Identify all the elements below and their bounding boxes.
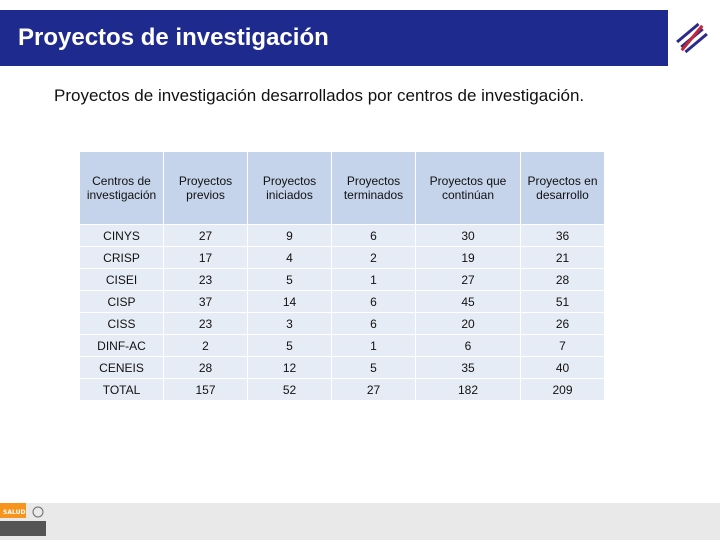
table-row: CISS 23 3 6 20 26 [79, 312, 605, 335]
center-name-cell: TOTAL [79, 378, 164, 401]
value-cell: 51 [520, 290, 605, 313]
value-cell: 45 [415, 290, 521, 313]
center-name-cell: CISS [79, 312, 164, 335]
value-cell: 26 [520, 312, 605, 335]
column-header: Proyectos que continúan [415, 151, 521, 225]
center-name-cell: CINYS [79, 224, 164, 247]
center-name-cell: CISP [79, 290, 164, 313]
value-cell: 37 [163, 290, 248, 313]
value-cell: 27 [331, 378, 416, 401]
value-cell: 30 [415, 224, 521, 247]
center-name-cell: CENEIS [79, 356, 164, 379]
table-header-row: Centros de investigación Proyectos previo… [79, 151, 605, 225]
center-name-cell: CISEI [79, 268, 164, 291]
value-cell: 14 [247, 290, 332, 313]
column-header: Proyectos previos [163, 151, 248, 225]
value-cell: 9 [247, 224, 332, 247]
table-row: CRISP 17 4 2 19 21 [79, 246, 605, 269]
table-row: CISEI 23 5 1 27 28 [79, 268, 605, 291]
title-bar: Proyectos de investigación [0, 10, 668, 66]
value-cell: 2 [163, 334, 248, 357]
value-cell: 209 [520, 378, 605, 401]
value-cell: 12 [247, 356, 332, 379]
value-cell: 20 [415, 312, 521, 335]
value-cell: 6 [415, 334, 521, 357]
value-cell: 23 [163, 268, 248, 291]
value-cell: 52 [247, 378, 332, 401]
center-name-cell: CRISP [79, 246, 164, 269]
table-row: DINF-AC 2 5 1 6 7 [79, 334, 605, 357]
value-cell: 182 [415, 378, 521, 401]
value-cell: 21 [520, 246, 605, 269]
footer-strip [0, 503, 720, 540]
value-cell: 28 [520, 268, 605, 291]
value-cell: 157 [163, 378, 248, 401]
salud-logo: SALUD [0, 503, 46, 536]
value-cell: 5 [247, 268, 332, 291]
value-cell: 6 [331, 312, 416, 335]
salud-logo-label: SALUD [3, 509, 25, 516]
value-cell: 1 [331, 268, 416, 291]
subtitle: Proyectos de investigación desarrollados… [54, 86, 585, 105]
table-row: CINYS 27 9 6 30 36 [79, 224, 605, 247]
institution-logo-icon [676, 22, 708, 54]
value-cell: 3 [247, 312, 332, 335]
table-row: CENEIS 28 12 5 35 40 [79, 356, 605, 379]
value-cell: 23 [163, 312, 248, 335]
value-cell: 2 [331, 246, 416, 269]
value-cell: 27 [415, 268, 521, 291]
value-cell: 1 [331, 334, 416, 357]
center-name-cell: DINF-AC [79, 334, 164, 357]
table-row: TOTAL 157 52 27 182 209 [79, 378, 605, 401]
value-cell: 40 [520, 356, 605, 379]
value-cell: 5 [247, 334, 332, 357]
value-cell: 28 [163, 356, 248, 379]
column-header: Proyectos iniciados [247, 151, 332, 225]
value-cell: 6 [331, 224, 416, 247]
value-cell: 35 [415, 356, 521, 379]
value-cell: 36 [520, 224, 605, 247]
column-header: Centros de investigación [79, 151, 164, 225]
value-cell: 4 [247, 246, 332, 269]
value-cell: 17 [163, 246, 248, 269]
value-cell: 7 [520, 334, 605, 357]
value-cell: 27 [163, 224, 248, 247]
value-cell: 6 [331, 290, 416, 313]
value-cell: 19 [415, 246, 521, 269]
page-title: Proyectos de investigación [18, 24, 329, 51]
value-cell: 5 [331, 356, 416, 379]
table-row: CISP 37 14 6 45 51 [79, 290, 605, 313]
column-header: Proyectos terminados [331, 151, 416, 225]
column-header: Proyectos en desarrollo [520, 151, 605, 225]
projects-table: Centros de investigación Proyectos previo… [79, 151, 605, 401]
